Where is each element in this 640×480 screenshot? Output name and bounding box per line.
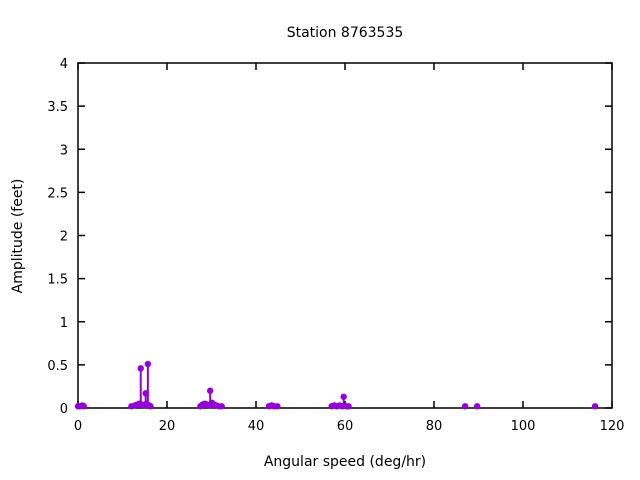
data-point xyxy=(80,403,87,410)
chart-title: Station 8763535 xyxy=(287,25,404,41)
y-tick-label: 2.5 xyxy=(47,186,68,201)
data-point xyxy=(461,403,469,410)
data-point xyxy=(144,360,152,368)
data-point xyxy=(137,365,144,372)
y-tick-label: 3.5 xyxy=(47,100,68,115)
data-point xyxy=(218,403,225,410)
y-tick-label: 1.5 xyxy=(47,273,68,288)
plot-frame xyxy=(77,62,613,409)
data-point xyxy=(345,403,352,410)
data-point xyxy=(591,403,599,410)
x-tick-label: 40 xyxy=(248,419,265,434)
y-axis-label: Amplitude (feet) xyxy=(10,179,26,294)
data-point xyxy=(473,403,481,410)
axis-ticks xyxy=(77,62,613,409)
data-point xyxy=(147,403,154,410)
tick-labels: 0 20 40 60 80 100 120 0 0.5 1 1.5 2 2.5 3 3.5 4 xyxy=(47,57,624,434)
x-tick-label: 80 xyxy=(426,419,443,434)
data-series xyxy=(74,360,599,410)
x-tick-label: 0 xyxy=(74,419,82,434)
x-tick-label: 20 xyxy=(159,419,176,434)
y-tick-label: 0 xyxy=(60,402,68,417)
data-point xyxy=(340,393,347,400)
y-tick-label: 2 xyxy=(60,230,68,245)
plot-border xyxy=(77,62,613,409)
data-point xyxy=(206,387,214,394)
data-point xyxy=(274,403,281,410)
y-tick-label: 4 xyxy=(60,57,68,72)
x-tick-label: 100 xyxy=(511,419,536,434)
y-tick-label: 0.5 xyxy=(47,359,68,374)
x-axis-label: Angular speed (deg/hr) xyxy=(264,454,426,470)
x-tick-label: 120 xyxy=(600,419,625,434)
y-tick-label: 3 xyxy=(60,143,68,158)
y-tick-label: 1 xyxy=(60,316,68,331)
x-tick-label: 60 xyxy=(337,419,354,434)
